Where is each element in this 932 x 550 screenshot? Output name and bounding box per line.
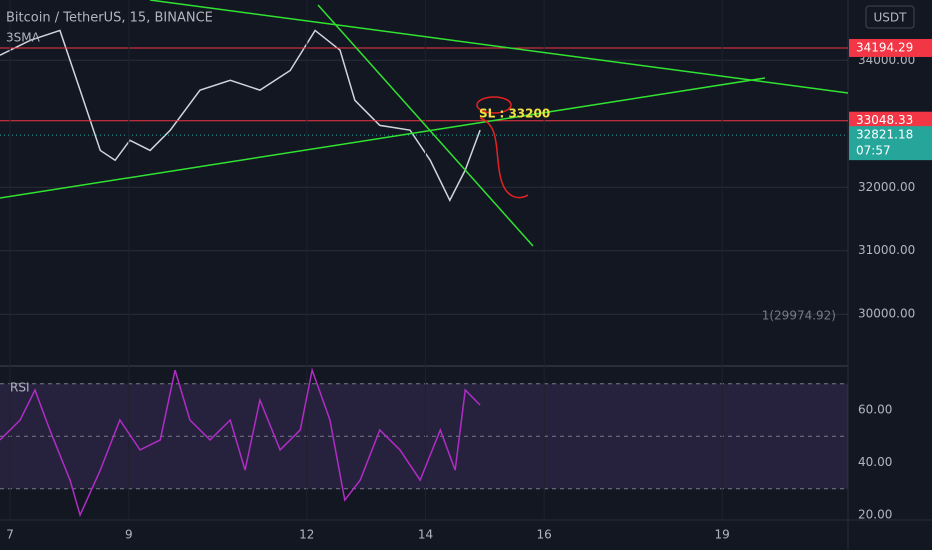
y-tick-label: 32000.00 <box>858 180 915 194</box>
y-tick-label: 31000.00 <box>858 243 915 257</box>
sl-annotation: SL : 33200 <box>479 107 550 121</box>
chart-title: Bitcoin / TetherUS, 15, BINANCE <box>6 11 213 26</box>
x-tick-label: 19 <box>715 528 730 542</box>
indicator-label: 3SMA <box>6 31 41 45</box>
price-tag <box>849 111 932 130</box>
low-annotation: 1(29974.92) <box>762 309 836 323</box>
price-line <box>0 367 481 518</box>
plot: 30000.0031000.0032000.0034000.0020.0040.… <box>0 0 915 542</box>
price-tag-label: 32821.18 <box>856 128 913 142</box>
price-tag-label: 33048.33 <box>856 113 913 127</box>
trend-line <box>0 77 766 199</box>
y-tick-label: 20.00 <box>858 508 892 522</box>
countdown: 07:57 <box>856 144 891 158</box>
trend-line <box>149 0 849 94</box>
drawing <box>476 96 512 114</box>
drawing <box>479 117 529 199</box>
price-tag <box>849 38 932 57</box>
y-tick-label: 40.00 <box>858 455 892 469</box>
currency-button[interactable] <box>865 5 915 29</box>
trend-line <box>317 4 534 247</box>
x-tick-label: 16 <box>537 528 552 542</box>
y-tick-label: 60.00 <box>858 403 892 417</box>
currency-label[interactable]: USDT <box>874 11 908 25</box>
y-tick-label: 30000.00 <box>858 307 915 321</box>
price-tag <box>849 126 932 161</box>
x-tick-label: 14 <box>418 528 433 542</box>
x-tick-label: 12 <box>299 528 314 542</box>
price-tag-label: 34194.29 <box>856 40 913 54</box>
x-tick-label: 7 <box>6 528 14 542</box>
x-tick-label: 9 <box>125 528 133 542</box>
rsi-label: RSI <box>10 381 30 395</box>
